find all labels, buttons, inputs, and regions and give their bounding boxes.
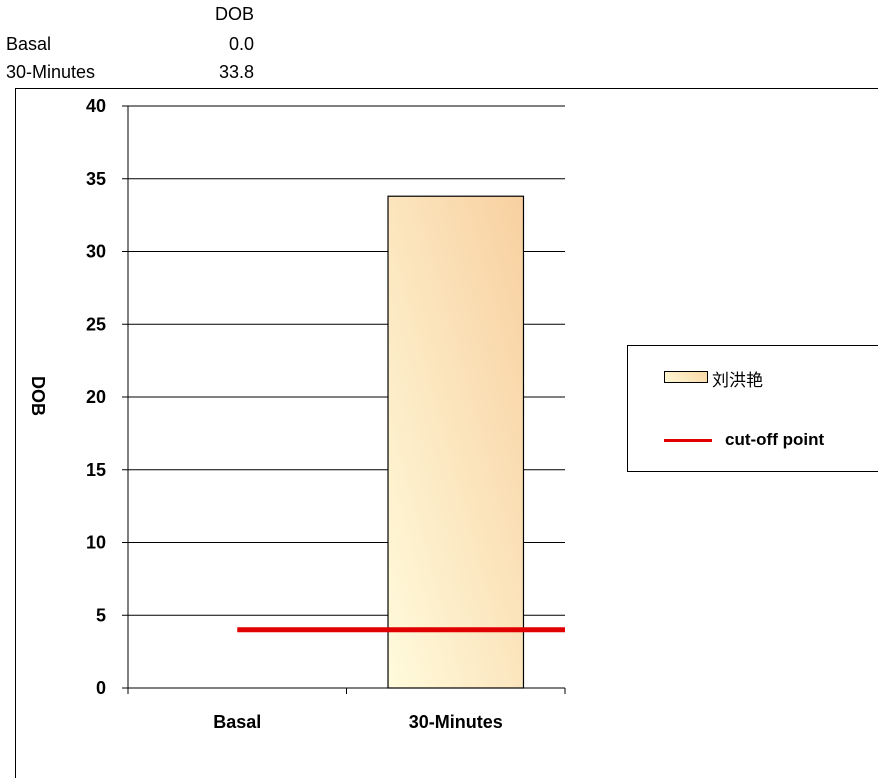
y-tick-label: 10 <box>86 533 106 553</box>
y-tick-label: 40 <box>86 96 106 116</box>
legend-swatch-series <box>664 371 708 383</box>
bar-chart: 0 5 10 15 20 25 30 35 40 Basal 30-Minutes DOB <box>28 96 566 732</box>
y-tick-label: 25 <box>86 314 106 334</box>
table-row-value: 0.0 <box>228 34 254 54</box>
table-row-label: 30-Minutes <box>6 62 96 82</box>
y-tick-label: 5 <box>96 605 106 625</box>
x-tick-label: 30-Minutes <box>409 712 503 732</box>
legend-label-series: 刘洪艳 <box>712 371 763 390</box>
table-header-dob: DOB <box>214 4 254 24</box>
y-tick-label: 15 <box>86 460 106 480</box>
y-tick-label: 30 <box>86 242 106 262</box>
chart-area <box>15 88 878 778</box>
legend-swatch-cutoff <box>664 439 712 442</box>
bar <box>387 195 525 689</box>
table-row-label: Basal <box>6 34 52 54</box>
table-row-value: 33.8 <box>218 62 254 82</box>
y-tick-label: 35 <box>86 169 106 189</box>
legend: 刘洪艳 cut-off point <box>627 345 878 472</box>
x-tick-label: Basal <box>213 712 261 732</box>
y-tick-label: 0 <box>96 678 106 698</box>
legend-label-cutoff: cut-off point <box>725 430 825 449</box>
y-axis-title: DOB <box>28 376 48 416</box>
y-tick-label: 20 <box>86 387 106 407</box>
